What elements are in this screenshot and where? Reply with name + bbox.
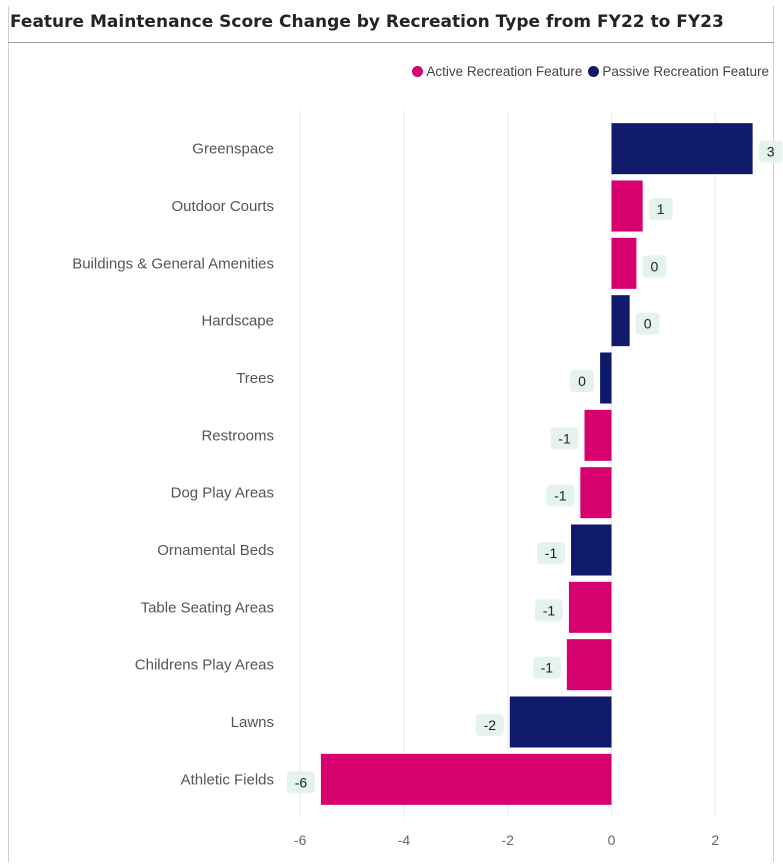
data-label: -1 <box>541 660 554 676</box>
chart-title: Feature Maintenance Score Change by Recr… <box>10 12 724 32</box>
category-label: Hardscape <box>201 313 274 330</box>
bar[interactable] <box>568 581 612 633</box>
category-label: Buildings & General Amenities <box>72 255 274 272</box>
category-label: Trees <box>236 370 274 387</box>
legend: Active Recreation Feature Passive Recrea… <box>412 64 769 79</box>
data-label-badge <box>570 370 595 392</box>
data-label-badge <box>758 140 783 163</box>
data-label-badge <box>635 312 660 335</box>
bar[interactable] <box>584 409 612 461</box>
data-label-badge <box>286 771 315 794</box>
x-tick-label: 2 <box>711 832 719 848</box>
data-label-badge <box>648 198 673 220</box>
data-label-badge <box>534 599 563 622</box>
category-label: Athletic Fields <box>181 771 274 788</box>
data-label: -1 <box>554 488 567 504</box>
bar[interactable] <box>566 639 612 691</box>
data-label-badge <box>550 427 579 450</box>
data-label: -2 <box>484 717 497 733</box>
bar[interactable] <box>600 352 612 404</box>
category-label: Ornamental Beds <box>157 542 274 559</box>
legend-label-active: Active Recreation Feature <box>426 64 583 79</box>
category-label: Dog Play Areas <box>171 485 274 502</box>
category-label: Restrooms <box>201 427 274 444</box>
data-label: 0 <box>644 316 652 332</box>
x-tick-label: 0 <box>608 832 616 848</box>
data-label: -6 <box>295 774 308 790</box>
category-label: Outdoor Courts <box>171 198 274 215</box>
bar[interactable] <box>509 696 612 748</box>
bar[interactable] <box>580 467 612 519</box>
bar[interactable] <box>571 524 612 576</box>
data-label-badge <box>475 714 504 736</box>
data-label: 3 <box>767 144 775 160</box>
bar[interactable] <box>611 123 753 175</box>
bar[interactable] <box>611 237 637 289</box>
x-tick-label: -2 <box>501 832 514 848</box>
data-label-badge <box>532 656 561 679</box>
legend-item-active[interactable]: Active Recreation Feature <box>412 64 582 79</box>
data-label-badge <box>537 542 566 564</box>
bar[interactable] <box>320 753 612 805</box>
x-tick-label: -4 <box>398 832 411 848</box>
data-label: 0 <box>651 258 659 274</box>
legend-item-passive[interactable]: Passive Recreation Feature <box>588 64 769 79</box>
data-label: -1 <box>558 430 571 446</box>
category-label: Greenspace <box>192 141 274 158</box>
legend-marker-active <box>412 66 424 77</box>
data-label: 0 <box>578 373 586 389</box>
data-label-badge <box>642 255 667 278</box>
x-tick-label: -6 <box>294 832 307 848</box>
category-label: Table Seating Areas <box>141 599 274 616</box>
legend-marker-passive <box>588 66 600 77</box>
category-label: Lawns <box>231 714 274 731</box>
category-label: Childrens Play Areas <box>135 657 274 674</box>
data-label: -1 <box>543 602 556 618</box>
bar[interactable] <box>611 295 630 347</box>
data-label: -1 <box>545 545 558 561</box>
legend-label-passive: Passive Recreation Feature <box>602 64 769 79</box>
bar[interactable] <box>611 180 643 232</box>
title-divider <box>8 42 774 43</box>
data-label: 1 <box>657 201 665 217</box>
data-label-badge <box>546 484 575 507</box>
